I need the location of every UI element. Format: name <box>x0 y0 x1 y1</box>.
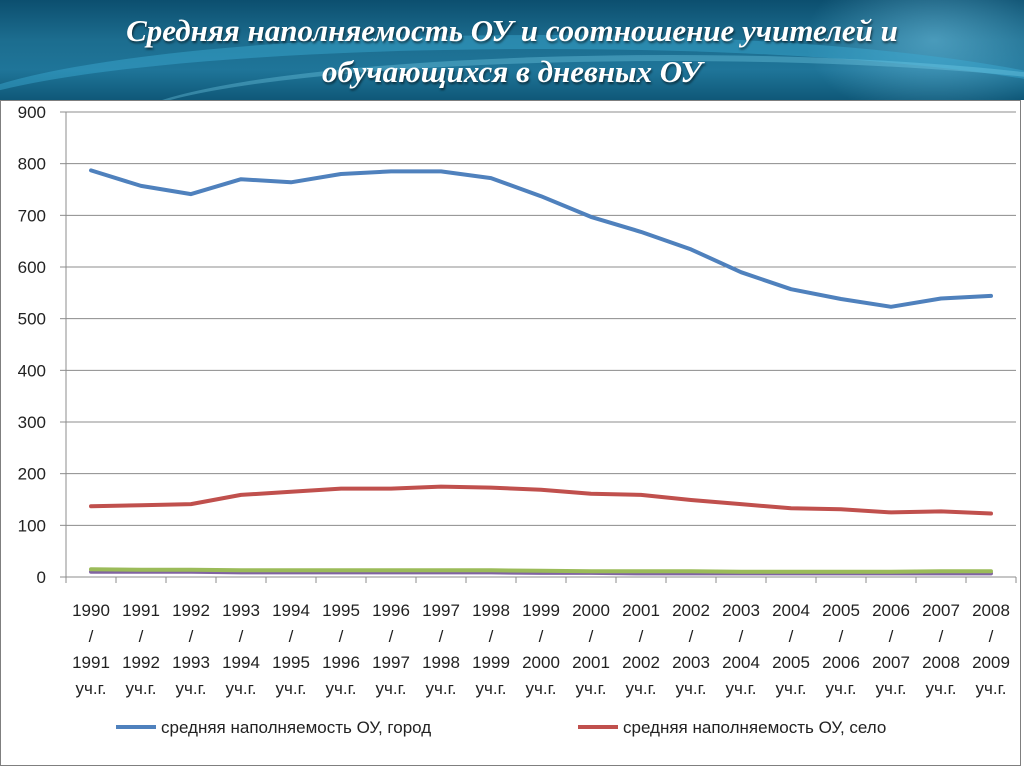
x-tick-label: / <box>789 627 794 646</box>
x-tick-label: 1997 <box>422 601 460 620</box>
x-tick-label: уч.г. <box>476 679 507 698</box>
x-tick-label: / <box>89 627 94 646</box>
x-tick-label: 1992 <box>172 601 210 620</box>
chart-frame <box>0 100 1021 766</box>
x-tick-label: 2001 <box>572 653 610 672</box>
x-tick-label: 2001 <box>622 601 660 620</box>
x-tick-label: 2000 <box>522 653 560 672</box>
x-tick-label: уч.г. <box>626 679 657 698</box>
x-tick-label: уч.г. <box>826 679 857 698</box>
y-tick-label: 900 <box>18 103 46 122</box>
x-tick-label: уч.г. <box>776 679 807 698</box>
series-line <box>89 567 993 574</box>
y-tick-label: 100 <box>18 516 46 535</box>
x-tick-label: уч.г. <box>676 679 707 698</box>
slide-header: Средняя наполняемость ОУ и соотношение у… <box>0 0 1024 100</box>
x-tick-label: 2002 <box>622 653 660 672</box>
x-tick-label: уч.г. <box>426 679 457 698</box>
x-tick-label: уч.г. <box>376 679 407 698</box>
slide-title-line-2: обучающихся в дневных ОУ <box>322 54 702 89</box>
x-tick-label: 2005 <box>772 653 810 672</box>
x-tick-label: 2006 <box>822 653 860 672</box>
header-swirl-thin <box>120 55 1024 100</box>
x-tick-label: 1995 <box>272 653 310 672</box>
x-tick-label: 1995 <box>322 601 360 620</box>
x-tick-label: 1999 <box>472 653 510 672</box>
x-tick-label: 2005 <box>822 601 860 620</box>
x-tick-label: 2007 <box>922 601 960 620</box>
x-tick-label: / <box>139 627 144 646</box>
x-tick-label: / <box>439 627 444 646</box>
x-tick-label: 2007 <box>872 653 910 672</box>
x-tick-label: 1993 <box>222 601 260 620</box>
x-tick-label: 1991 <box>122 601 160 620</box>
x-tick-label: / <box>589 627 594 646</box>
x-tick-label: 2008 <box>922 653 960 672</box>
y-tick-label: 600 <box>18 258 46 277</box>
x-tick-label: / <box>389 627 394 646</box>
x-tick-label: / <box>989 627 994 646</box>
x-tick-label: 2004 <box>772 601 810 620</box>
x-tick-label: 1998 <box>422 653 460 672</box>
x-tick-label: 2006 <box>872 601 910 620</box>
x-tick-label: / <box>539 627 544 646</box>
x-tick-label: уч.г. <box>526 679 557 698</box>
x-tick-label: / <box>189 627 194 646</box>
x-tick-label: 2002 <box>672 601 710 620</box>
x-tick-label: 1993 <box>172 653 210 672</box>
x-tick-label: 1991 <box>72 653 110 672</box>
x-tick-label: 1996 <box>322 653 360 672</box>
x-tick-label: 1992 <box>122 653 160 672</box>
x-tick-label: / <box>339 627 344 646</box>
x-tick-label: уч.г. <box>976 679 1007 698</box>
legend-label: средняя наполняемость ОУ, город <box>161 718 431 737</box>
x-tick-label: 2004 <box>722 653 760 672</box>
x-tick-label: / <box>239 627 244 646</box>
y-tick-label: 700 <box>18 206 46 225</box>
x-tick-label: 2003 <box>722 601 760 620</box>
x-tick-label: 1998 <box>472 601 510 620</box>
legend-label: средняя наполняемость ОУ, село <box>623 718 886 737</box>
x-tick-label: уч.г. <box>326 679 357 698</box>
x-tick-label: / <box>639 627 644 646</box>
x-tick-label: уч.г. <box>176 679 207 698</box>
x-tick-label: 1996 <box>372 601 410 620</box>
series-line <box>89 484 993 516</box>
x-tick-label: / <box>489 627 494 646</box>
x-tick-label: / <box>839 627 844 646</box>
x-tick-label: / <box>289 627 294 646</box>
y-tick-label: 500 <box>18 310 46 329</box>
x-tick-label: 1994 <box>272 601 310 620</box>
x-tick-label: уч.г. <box>226 679 257 698</box>
slide-title-line-1: Средняя наполняемость ОУ и соотношение у… <box>126 13 898 48</box>
x-tick-label: 2003 <box>672 653 710 672</box>
x-tick-label: 1999 <box>522 601 560 620</box>
x-tick-label: 2008 <box>972 601 1010 620</box>
y-tick-label: 0 <box>37 568 46 587</box>
x-tick-label: 1997 <box>372 653 410 672</box>
x-tick-label: уч.г. <box>126 679 157 698</box>
slide-title: Средняя наполняемость ОУ и соотношение у… <box>40 10 984 92</box>
x-tick-label: / <box>939 627 944 646</box>
x-tick-label: уч.г. <box>726 679 757 698</box>
y-tick-label: 400 <box>18 361 46 380</box>
x-tick-label: / <box>689 627 694 646</box>
y-tick-label: 800 <box>18 155 46 174</box>
y-tick-label: 300 <box>18 413 46 432</box>
x-tick-label: уч.г. <box>926 679 957 698</box>
x-tick-label: уч.г. <box>876 679 907 698</box>
x-tick-label: уч.г. <box>276 679 307 698</box>
x-tick-label: / <box>889 627 894 646</box>
x-tick-label: 1994 <box>222 653 260 672</box>
series-line <box>89 168 993 309</box>
x-tick-label: 2009 <box>972 653 1010 672</box>
x-tick-label: / <box>739 627 744 646</box>
x-tick-label: 2000 <box>572 601 610 620</box>
x-tick-label: уч.г. <box>76 679 107 698</box>
x-tick-label: уч.г. <box>576 679 607 698</box>
x-tick-label: 1990 <box>72 601 110 620</box>
y-tick-label: 200 <box>18 465 46 484</box>
